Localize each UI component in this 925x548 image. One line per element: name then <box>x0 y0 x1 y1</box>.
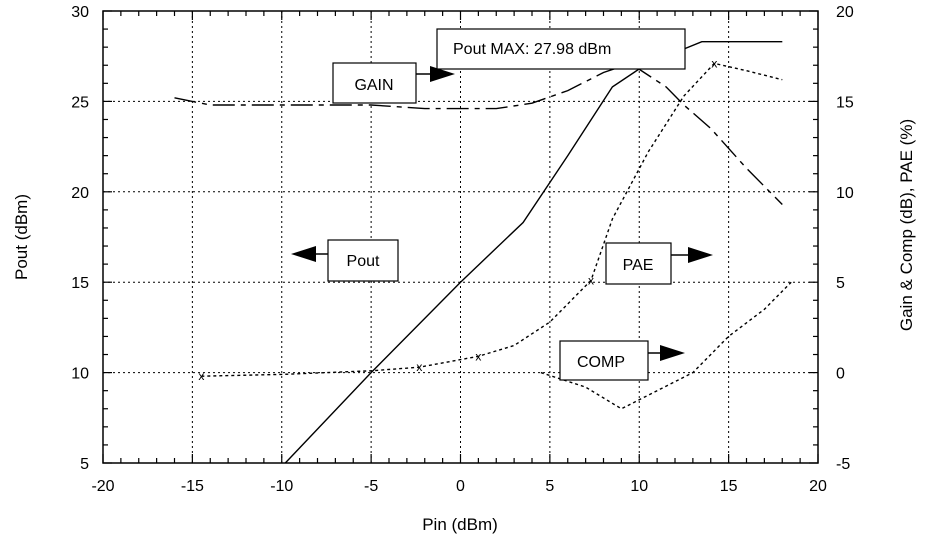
x-tick-label: -5 <box>364 478 378 495</box>
pae-callout: PAE <box>605 242 713 285</box>
x-tick-label: 15 <box>720 478 738 495</box>
pout-max-label: Pout MAX: 27.98 dBm <box>453 41 611 58</box>
series-line-pout <box>284 41 783 464</box>
x-tick-label: 10 <box>630 478 648 495</box>
y-left-tick-label: 30 <box>71 4 89 21</box>
pout-label: Pout <box>347 253 380 270</box>
series-line-gain <box>174 62 783 205</box>
gain-box <box>332 62 417 104</box>
series-line-pae <box>201 62 783 377</box>
gain-arrow-icon <box>430 66 455 82</box>
pae-label: PAE <box>623 257 654 274</box>
plot-frame <box>102 10 819 464</box>
tick-label-layer: -20 -15 -10 -5 0 5 10 15 20 5 10 15 20 25 30 -5 0 5 10 15 20 <box>71 4 854 495</box>
comp-arrow-icon <box>660 345 685 361</box>
y-right-tick-label: 20 <box>836 4 854 21</box>
y-right-tick-label: 0 <box>836 366 845 383</box>
x-tick-label: -15 <box>181 478 204 495</box>
y-left-tick-label: 15 <box>71 275 89 292</box>
comp-box <box>559 340 649 381</box>
x-tick-label: 0 <box>456 478 465 495</box>
y-left-tick-label: 10 <box>71 366 89 383</box>
y-right-tick-label: -5 <box>836 456 850 473</box>
y-left-tick-label: 5 <box>80 456 89 473</box>
pae-data-marker: x <box>198 369 204 383</box>
gain-callout: GAIN <box>332 62 455 104</box>
pout-box <box>327 239 399 282</box>
comp-callout: COMP <box>559 340 685 381</box>
x-tick-label: 20 <box>809 478 827 495</box>
x-tick-label: -20 <box>91 478 114 495</box>
series-layer <box>174 41 792 464</box>
pae-data-marker: x <box>711 56 717 70</box>
grid-layer <box>103 11 818 463</box>
pae-data-marker: x <box>475 349 481 363</box>
y-left-tick-label: 20 <box>71 185 89 202</box>
gain-label: GAIN <box>354 77 393 94</box>
pae-arrow-icon <box>688 247 713 263</box>
y-right-axis-title: Gain & Comp (dB), PAE (%) <box>897 119 916 331</box>
pae-data-marker: x <box>416 360 422 374</box>
x-axis-title: Pin (dBm) <box>422 515 498 534</box>
y-right-tick-label: 5 <box>836 275 845 292</box>
pout-callout: Pout <box>291 239 399 282</box>
x-tick-label: 5 <box>545 478 554 495</box>
comp-label: COMP <box>577 354 625 371</box>
pae-box <box>605 242 672 285</box>
pout-max-box <box>436 28 686 70</box>
pae-data-marker: x <box>588 273 594 287</box>
marker-layer: x x x x x <box>198 56 717 383</box>
pout-arrow-icon <box>291 246 316 262</box>
x-tick-label: -10 <box>270 478 293 495</box>
y-left-tick-label: 25 <box>71 94 89 111</box>
y-left-axis-title: Pout (dBm) <box>12 194 31 280</box>
y-right-tick-label: 15 <box>836 94 854 111</box>
y-right-tick-label: 10 <box>836 185 854 202</box>
pout-max-callout: Pout MAX: 27.98 dBm <box>436 28 686 70</box>
